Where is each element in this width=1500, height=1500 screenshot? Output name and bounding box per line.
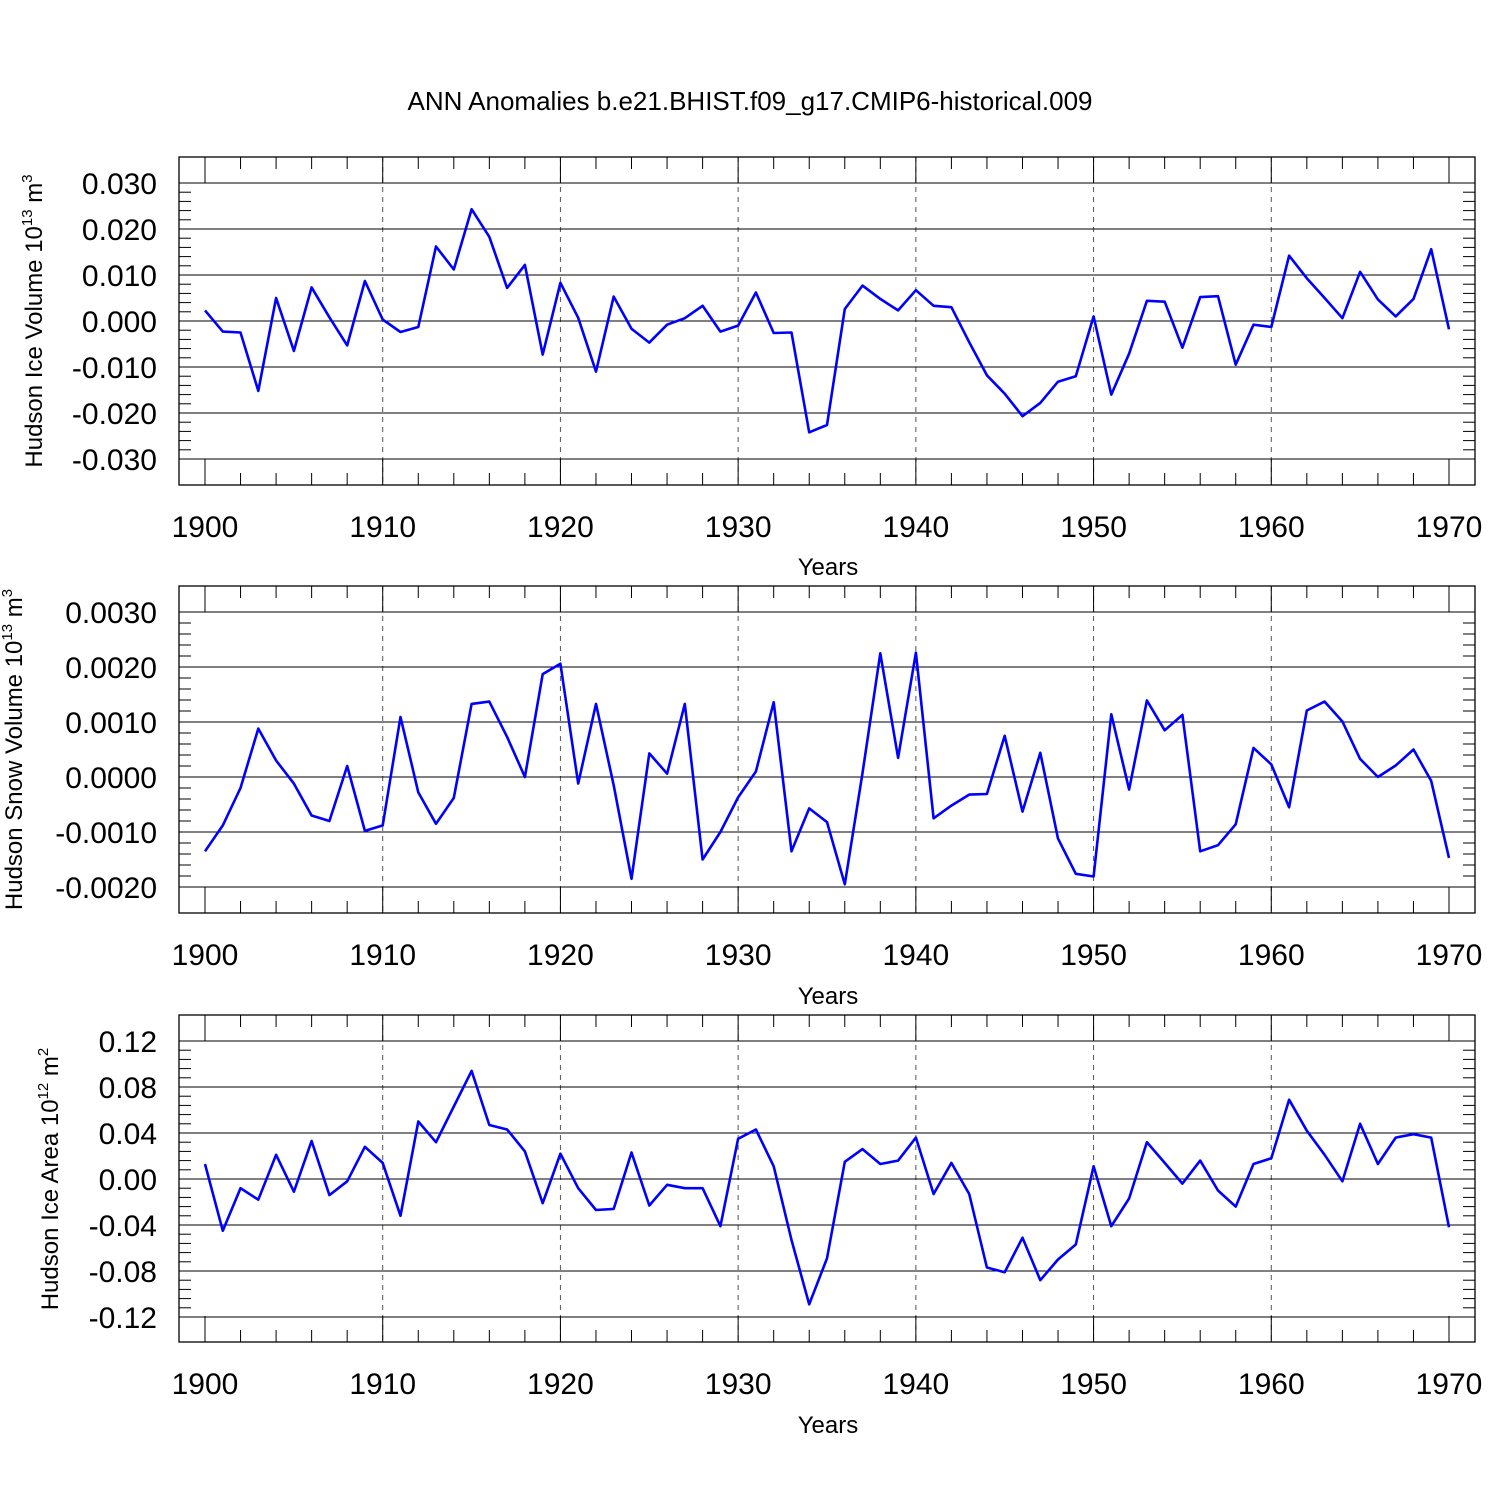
x-tick-label: 1970	[1416, 511, 1483, 544]
series-line	[204, 207, 1451, 434]
x-tick-label: 1940	[882, 939, 949, 972]
x-axis-label: Years	[798, 554, 859, 581]
x-tick-label: 1900	[172, 511, 239, 544]
plot-frame	[178, 585, 1476, 914]
x-tick-label: 1910	[349, 939, 416, 972]
y-tick-label: 0.010	[82, 260, 157, 293]
x-tick-label: 1910	[349, 511, 416, 544]
y-axis-label: Hudson Snow Volume 1013 m3	[0, 589, 28, 910]
y-tick-label: 0.00	[99, 1164, 157, 1197]
x-axis-label: Years	[798, 983, 859, 1010]
x-tick-label: 1940	[882, 511, 949, 544]
y-axis-label: Hudson Ice Area 1012 m2	[35, 1048, 64, 1311]
x-tick-label: 1970	[1416, 939, 1483, 972]
x-tick-label: 1930	[705, 1368, 772, 1401]
y-tick-label: 0.04	[99, 1118, 157, 1151]
y-tick-label: -0.020	[72, 398, 157, 431]
y-tick-label: 0.030	[82, 168, 157, 201]
series-line	[203, 651, 1451, 886]
x-tick-label: 1940	[882, 1368, 949, 1401]
y-tick-label: 0.0020	[65, 652, 157, 685]
x-tick-label: 1950	[1060, 511, 1127, 544]
y-tick-label: 0.0010	[65, 707, 157, 740]
x-tick-label: 1960	[1238, 1368, 1305, 1401]
x-axis-label: Years	[798, 1412, 859, 1439]
y-tick-label: -0.010	[72, 352, 157, 385]
series-line	[203, 1069, 1451, 1306]
chart-panel-2: 0.0030 0.0020 0.0010 0.0000 -0.0010 -0.0020 19…	[0, 585, 1483, 1010]
y-tick-label: -0.030	[72, 444, 157, 477]
chart-panel-1: 0.030 0.020 0.010 0.000 -0.010 -0.020 -0.030 19…	[19, 156, 1483, 581]
x-tick-label: 1960	[1238, 939, 1305, 972]
y-tick-label: 0.08	[99, 1072, 157, 1105]
x-tick-label: 1920	[527, 511, 594, 544]
x-tick-label: 1920	[527, 939, 594, 972]
x-tick-label: 1950	[1060, 939, 1127, 972]
x-tick-label: 1930	[705, 939, 772, 972]
x-tick-label: 1950	[1060, 1368, 1127, 1401]
y-tick-label: 0.020	[82, 214, 157, 247]
y-tick-label: 0.000	[82, 306, 157, 339]
x-tick-label: 1960	[1238, 511, 1305, 544]
x-tick-label: 1910	[349, 1368, 416, 1401]
x-tick-label: 1930	[705, 511, 772, 544]
x-tick-label: 1900	[172, 939, 239, 972]
x-tick-label: 1920	[527, 1368, 594, 1401]
y-tick-label: 0.12	[99, 1026, 157, 1059]
x-tick-label: 1900	[172, 1368, 239, 1401]
chart-title: ANN Anomalies b.e21.BHIST.f09_g17.CMIP6-…	[407, 86, 1092, 116]
y-tick-label: -0.04	[89, 1210, 157, 1243]
y-tick-label: -0.08	[89, 1256, 157, 1289]
chart-panel-3: 0.12 0.08 0.04 0.00 -0.04 -0.08 -0.12 1900 1910 1…	[35, 1014, 1483, 1439]
y-tick-label: -0.0020	[55, 872, 157, 905]
y-axis-label: Hudson Ice Volume 1013 m3	[19, 174, 48, 467]
x-tick-label: 1970	[1416, 1368, 1483, 1401]
y-tick-label: 0.0000	[65, 762, 157, 795]
y-tick-label: -0.12	[89, 1302, 157, 1335]
y-tick-label: 0.0030	[65, 597, 157, 630]
y-tick-label: -0.0010	[55, 817, 157, 850]
